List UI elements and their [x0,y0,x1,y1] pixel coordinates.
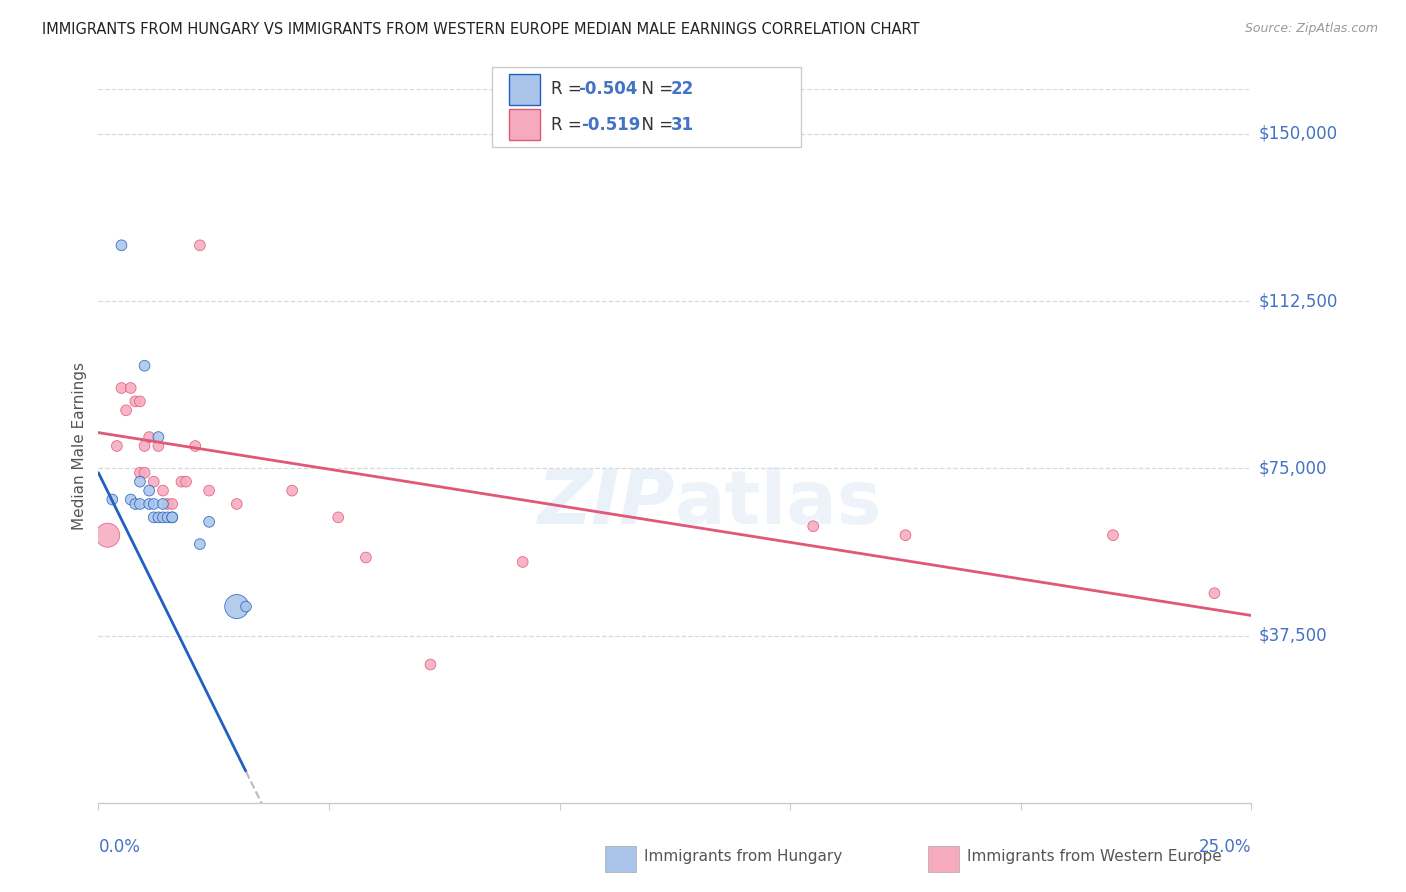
Text: IMMIGRANTS FROM HUNGARY VS IMMIGRANTS FROM WESTERN EUROPE MEDIAN MALE EARNINGS C: IMMIGRANTS FROM HUNGARY VS IMMIGRANTS FR… [42,22,920,37]
Point [1204,586,1226,600]
Text: Immigrants from Western Europe: Immigrants from Western Europe [967,849,1222,863]
Point [148,439,170,453]
Point [328,510,350,524]
Text: Immigrants from Hungary: Immigrants from Hungary [644,849,842,863]
Point [174,475,197,489]
Point [419,657,441,672]
Text: N =: N = [631,80,679,98]
Point [142,510,165,524]
Point [225,497,247,511]
Point [142,497,165,511]
Point [110,238,132,252]
Point [148,430,170,444]
Point [152,510,174,524]
Text: N =: N = [631,116,679,134]
Point [120,381,142,395]
Point [160,510,183,524]
Point [152,497,174,511]
Point [894,528,917,542]
Point [105,439,128,453]
Text: Source: ZipAtlas.com: Source: ZipAtlas.com [1244,22,1378,36]
Text: 0.0%: 0.0% [98,838,141,856]
Y-axis label: Median Male Earnings: Median Male Earnings [72,362,87,530]
Point [138,497,160,511]
Text: ZIP: ZIP [537,467,675,540]
Point [124,394,146,409]
Point [1102,528,1125,542]
Point [129,475,152,489]
Point [110,381,132,395]
Point [124,497,146,511]
Text: R =: R = [551,80,588,98]
Point [801,519,824,533]
Text: 25.0%: 25.0% [1199,838,1251,856]
Point [97,528,120,542]
Text: $150,000: $150,000 [1258,125,1337,143]
Point [115,403,138,417]
Point [198,515,221,529]
Point [120,492,142,507]
Point [160,497,183,511]
Point [160,510,183,524]
Text: $75,000: $75,000 [1258,459,1327,477]
Point [198,483,221,498]
Point [138,430,160,444]
Text: -0.519: -0.519 [581,116,640,134]
Text: -0.504: -0.504 [578,80,637,98]
Point [235,599,257,614]
Point [156,510,179,524]
Text: $112,500: $112,500 [1258,292,1337,310]
Point [156,497,179,511]
Text: 22: 22 [671,80,695,98]
Point [129,497,152,511]
Point [354,550,377,565]
Point [134,359,156,373]
Point [138,483,160,498]
Point [152,483,174,498]
Text: R =: R = [551,116,592,134]
Point [188,238,211,252]
Text: 31: 31 [671,116,693,134]
Point [134,466,156,480]
Point [170,475,193,489]
Point [281,483,304,498]
Text: atlas: atlas [675,467,882,540]
Point [225,599,247,614]
Point [184,439,207,453]
Point [129,394,152,409]
Point [148,510,170,524]
Point [188,537,211,551]
Text: $37,500: $37,500 [1258,626,1327,645]
Point [129,466,152,480]
Point [134,439,156,453]
Point [101,492,124,507]
Point [142,475,165,489]
Point [512,555,534,569]
